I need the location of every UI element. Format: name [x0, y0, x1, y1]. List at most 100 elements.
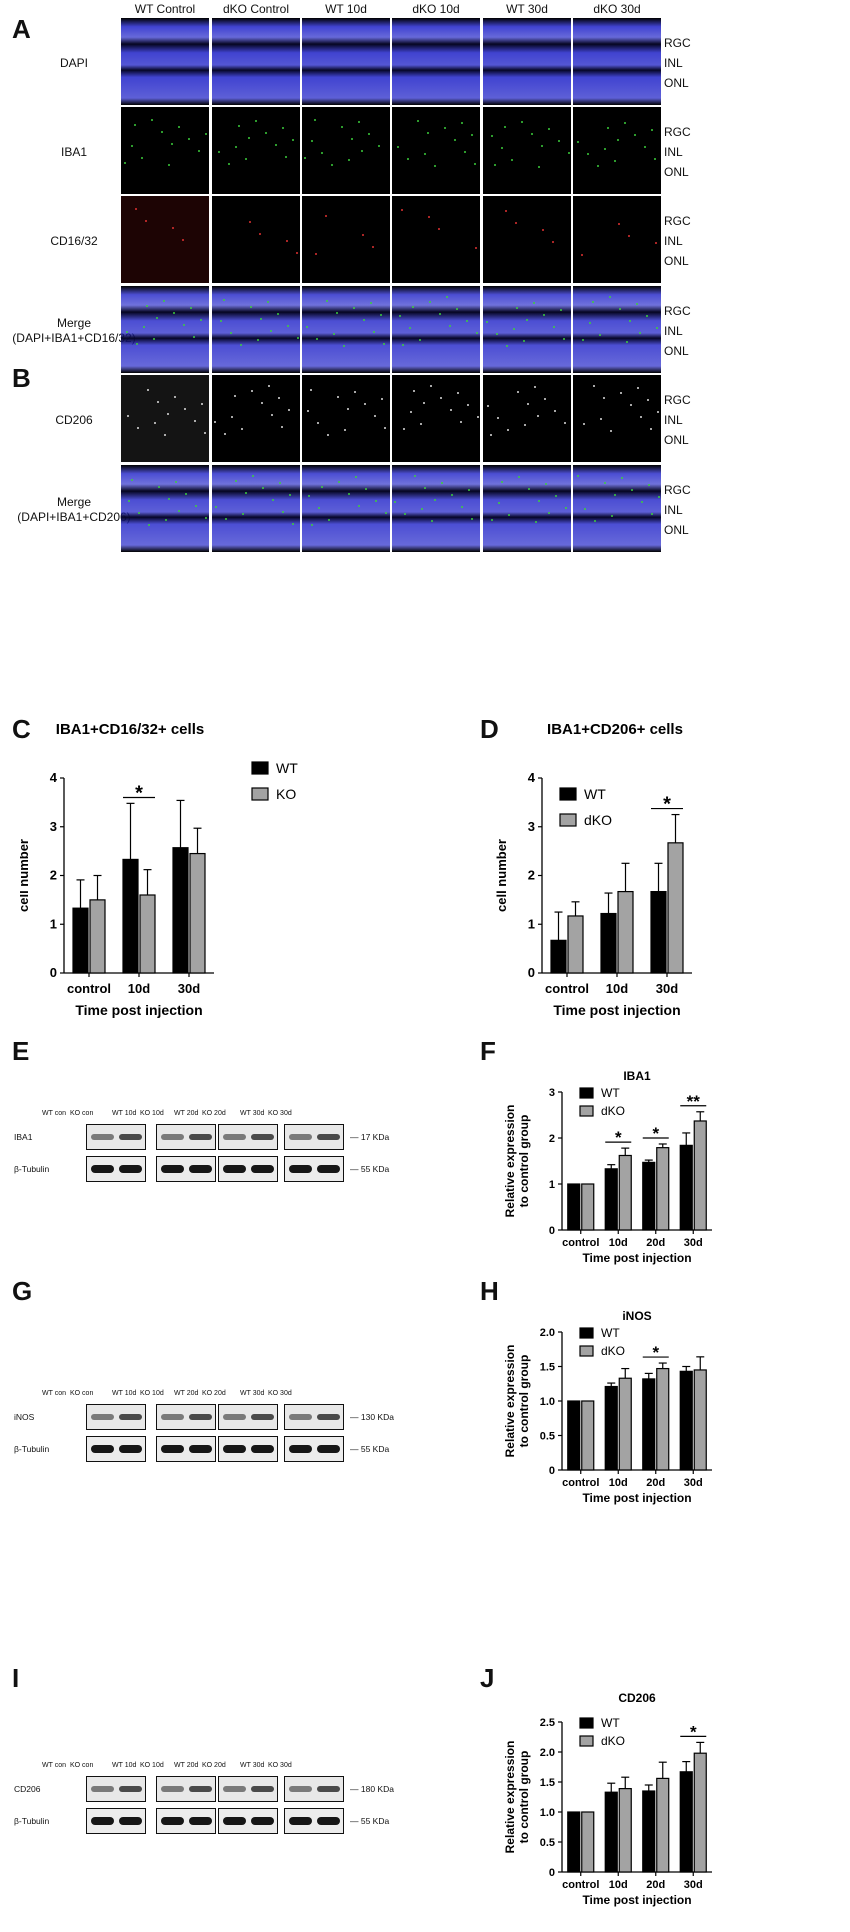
tissue-image — [483, 196, 571, 283]
y-axis-label: cell number — [494, 839, 509, 912]
tissue-image — [121, 375, 209, 462]
signal-speck — [564, 422, 566, 424]
signal-speck — [137, 427, 139, 429]
signal-speck — [304, 157, 306, 159]
legend-swatch — [251, 761, 269, 775]
x-axis-label: Time post injection — [582, 1893, 691, 1907]
column-header: dKO Control — [222, 2, 290, 16]
signal-speck — [147, 389, 149, 391]
signal-speck — [378, 145, 380, 147]
signal-speck — [403, 428, 405, 430]
lane-label: KO 30d — [268, 1110, 292, 1117]
signal-speck — [542, 229, 544, 231]
panel-label-c: C — [12, 714, 31, 744]
signal-speck — [544, 398, 546, 400]
signal-speck — [214, 421, 216, 423]
bar — [604, 1791, 618, 1873]
signal-speck — [487, 405, 489, 407]
signal-speck — [560, 309, 562, 311]
signal-speck — [161, 131, 163, 133]
blot-membrane — [156, 1436, 216, 1462]
y-tick-label: 2 — [549, 1133, 555, 1145]
signal-speck — [385, 512, 387, 514]
signal-speck — [215, 506, 217, 508]
signal-speck — [242, 513, 244, 515]
signal-speck — [409, 327, 411, 329]
panel-label-g: G — [12, 1276, 33, 1306]
retina-layer-label: ONL — [664, 523, 689, 537]
molecular-weight-label: — 55 KDa — [350, 1816, 390, 1826]
blot-membrane — [156, 1404, 216, 1430]
signal-speck — [577, 141, 579, 143]
signal-speck — [477, 416, 479, 418]
tissue-image — [483, 286, 571, 373]
signal-speck — [628, 235, 630, 237]
x-tick-label: 30d — [178, 981, 200, 996]
signal-speck — [626, 341, 628, 343]
signal-speck — [630, 404, 632, 406]
protein-band — [317, 1134, 340, 1140]
blot-membrane — [86, 1404, 146, 1430]
retina-layer-label: ONL — [664, 165, 689, 179]
legend-label: WT — [601, 1716, 620, 1730]
tissue-image — [212, 107, 300, 194]
x-tick-label: 20d — [646, 1477, 665, 1489]
protein-band — [189, 1786, 212, 1792]
signal-speck — [439, 313, 441, 315]
protein-band — [223, 1165, 246, 1173]
protein-band — [119, 1134, 142, 1140]
signal-speck — [262, 487, 264, 489]
signal-speck — [505, 210, 507, 212]
y-tick-label: 0 — [528, 965, 535, 980]
blot-membrane — [86, 1436, 146, 1462]
lane-label: WT 30d — [240, 1762, 265, 1769]
signal-speck — [634, 134, 636, 136]
signal-speck — [621, 477, 623, 479]
signal-speck — [538, 166, 540, 168]
blot-row-label: β-Tubulin — [14, 1164, 50, 1174]
protein-band — [251, 1445, 274, 1453]
signal-speck — [451, 494, 453, 496]
signal-speck — [438, 228, 440, 230]
signal-speck — [381, 398, 383, 400]
chart-iba1-cd206: IBA1+CD206+ cells 0 1 2 3 4 cell number control… — [494, 721, 692, 1018]
signal-speck — [507, 429, 509, 431]
blot-membrane — [218, 1124, 278, 1150]
signal-speck — [348, 159, 350, 161]
bar — [139, 894, 156, 974]
tissue-image — [573, 465, 661, 552]
signal-speck — [353, 307, 355, 309]
x-axis-label: Time post injection — [582, 1251, 691, 1265]
western-blot-cd206: WT con KO con WT 10d KO 10d WT 20d KO 20d WT 3… — [14, 1762, 458, 1872]
signal-speck — [354, 391, 356, 393]
signal-speck — [604, 482, 606, 484]
blot-membrane — [86, 1124, 146, 1150]
signal-speck — [250, 306, 252, 308]
signal-speck — [326, 300, 328, 302]
protein-band — [91, 1445, 114, 1453]
signal-speck — [362, 234, 364, 236]
legend-label: dKO — [584, 812, 612, 828]
signal-speck — [490, 434, 492, 436]
lane-label: KO 10d — [140, 1110, 164, 1117]
protein-band — [161, 1445, 184, 1453]
signal-speck — [348, 493, 350, 495]
signal-speck — [552, 241, 554, 243]
lane-label: KO con — [70, 1762, 94, 1769]
tissue-image — [573, 107, 661, 194]
bar — [617, 890, 634, 974]
lane-label: KO 10d — [140, 1390, 164, 1397]
signal-speck — [223, 299, 225, 301]
tissue-image — [392, 18, 480, 105]
panel-label-d: D — [480, 714, 499, 744]
signal-speck — [373, 331, 375, 333]
signal-speck — [618, 223, 620, 225]
signal-speck — [565, 507, 567, 509]
signal-speck — [450, 409, 452, 411]
protein-band — [119, 1786, 142, 1792]
y-tick-label: 0 — [549, 1225, 555, 1237]
signal-speck — [261, 402, 263, 404]
signal-speck — [534, 386, 536, 388]
signal-speck — [156, 317, 158, 319]
signal-speck — [286, 240, 288, 242]
